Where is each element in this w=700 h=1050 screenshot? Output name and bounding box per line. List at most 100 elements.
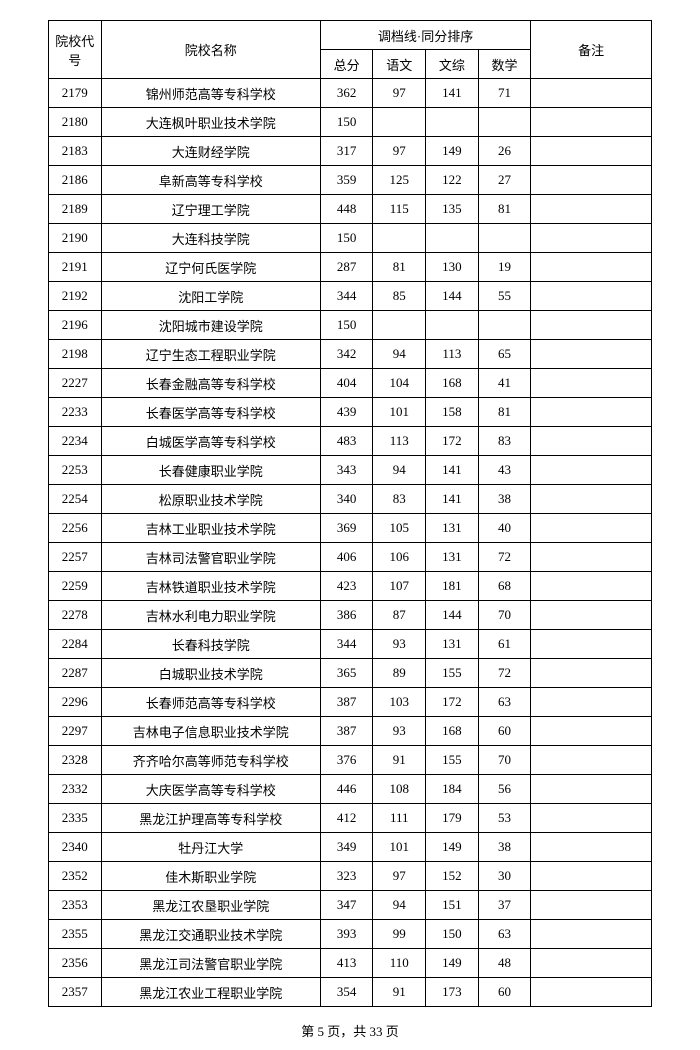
cell-sx: 56 [478,775,531,804]
cell-wz: 149 [426,949,479,978]
cell-wz: 144 [426,601,479,630]
cell-yw: 87 [373,601,426,630]
cell-yw: 94 [373,456,426,485]
cell-total: 150 [320,311,373,340]
cell-wz: 155 [426,746,479,775]
cell-wz: 131 [426,630,479,659]
cell-code: 2253 [49,456,102,485]
cell-wz: 152 [426,862,479,891]
cell-name: 白城职业技术学院 [101,659,320,688]
col-yuwen-header: 语文 [373,50,426,79]
cell-sx: 72 [478,543,531,572]
cell-code: 2227 [49,369,102,398]
table-row: 2284长春科技学院3449313161 [49,630,652,659]
table-row: 2356黑龙江司法警官职业学院41311014948 [49,949,652,978]
cell-code: 2355 [49,920,102,949]
cell-total: 150 [320,108,373,137]
cell-code: 2287 [49,659,102,688]
cell-name: 长春医学高等专科学校 [101,398,320,427]
cell-yw: 107 [373,572,426,601]
cell-wz: 155 [426,659,479,688]
col-shuxue-header: 数学 [478,50,531,79]
pager-suffix: 页 [386,1024,399,1039]
cell-code: 2332 [49,775,102,804]
cell-yw: 97 [373,79,426,108]
cell-yw: 97 [373,862,426,891]
table-row: 2256吉林工业职业技术学院36910513140 [49,514,652,543]
cell-yw: 111 [373,804,426,833]
cell-code: 2191 [49,253,102,282]
cell-code: 2233 [49,398,102,427]
cell-note [531,804,652,833]
table-row: 2183大连财经学院3179714926 [49,137,652,166]
cell-wz: 131 [426,514,479,543]
cell-name: 长春科技学院 [101,630,320,659]
cell-sx: 43 [478,456,531,485]
cell-sx: 61 [478,630,531,659]
col-total-header: 总分 [320,50,373,79]
cell-sx: 68 [478,572,531,601]
cell-yw: 110 [373,949,426,978]
table-row: 2353黑龙江农垦职业学院3479415137 [49,891,652,920]
cell-wz [426,108,479,137]
table-header: 院校代号 院校名称 调档线·同分排序 备注 总分 语文 文综 数学 [49,21,652,79]
cell-yw [373,224,426,253]
cell-code: 2259 [49,572,102,601]
cell-name: 黑龙江农业工程职业学院 [101,978,320,1007]
table-row: 2190大连科技学院150 [49,224,652,253]
cell-code: 2254 [49,485,102,514]
pager-middle: 页，共 [327,1024,366,1039]
cell-yw: 91 [373,746,426,775]
cell-sx: 38 [478,485,531,514]
cell-total: 404 [320,369,373,398]
cell-name: 牡丹江大学 [101,833,320,862]
table-row: 2180大连枫叶职业技术学院150 [49,108,652,137]
table-row: 2179锦州师范高等专科学校3629714171 [49,79,652,108]
cell-total: 343 [320,456,373,485]
cell-note [531,775,652,804]
cell-wz: 168 [426,717,479,746]
cell-note [531,978,652,1007]
cell-total: 387 [320,688,373,717]
cell-code: 2198 [49,340,102,369]
cell-wz [426,224,479,253]
cell-total: 439 [320,398,373,427]
cell-wz: 150 [426,920,479,949]
cell-sx: 38 [478,833,531,862]
cell-sx [478,108,531,137]
cell-wz: 141 [426,485,479,514]
cell-code: 2284 [49,630,102,659]
table-row: 2355黑龙江交通职业技术学院3939915063 [49,920,652,949]
cell-code: 2192 [49,282,102,311]
cell-yw: 81 [373,253,426,282]
cell-code: 2190 [49,224,102,253]
cell-name: 沈阳城市建设学院 [101,311,320,340]
cell-sx: 70 [478,601,531,630]
cell-note [531,224,652,253]
cell-sx: 53 [478,804,531,833]
cell-total: 287 [320,253,373,282]
cell-yw: 113 [373,427,426,456]
cell-total: 150 [320,224,373,253]
cell-code: 2257 [49,543,102,572]
cell-sx: 70 [478,746,531,775]
cell-total: 317 [320,137,373,166]
cell-name: 吉林司法警官职业学院 [101,543,320,572]
cell-name: 沈阳工学院 [101,282,320,311]
cell-note [531,688,652,717]
cell-note [531,891,652,920]
cell-note [531,427,652,456]
table-row: 2259吉林铁道职业技术学院42310718168 [49,572,652,601]
cell-yw: 101 [373,833,426,862]
cell-total: 483 [320,427,373,456]
cell-code: 2357 [49,978,102,1007]
cell-name: 齐齐哈尔高等师范专科学校 [101,746,320,775]
cell-total: 342 [320,340,373,369]
table-row: 2340牡丹江大学34910114938 [49,833,652,862]
cell-sx: 26 [478,137,531,166]
cell-name: 黑龙江护理高等专科学校 [101,804,320,833]
table-row: 2287白城职业技术学院3658915572 [49,659,652,688]
cell-yw: 115 [373,195,426,224]
cell-code: 2189 [49,195,102,224]
cell-name: 吉林电子信息职业技术学院 [101,717,320,746]
